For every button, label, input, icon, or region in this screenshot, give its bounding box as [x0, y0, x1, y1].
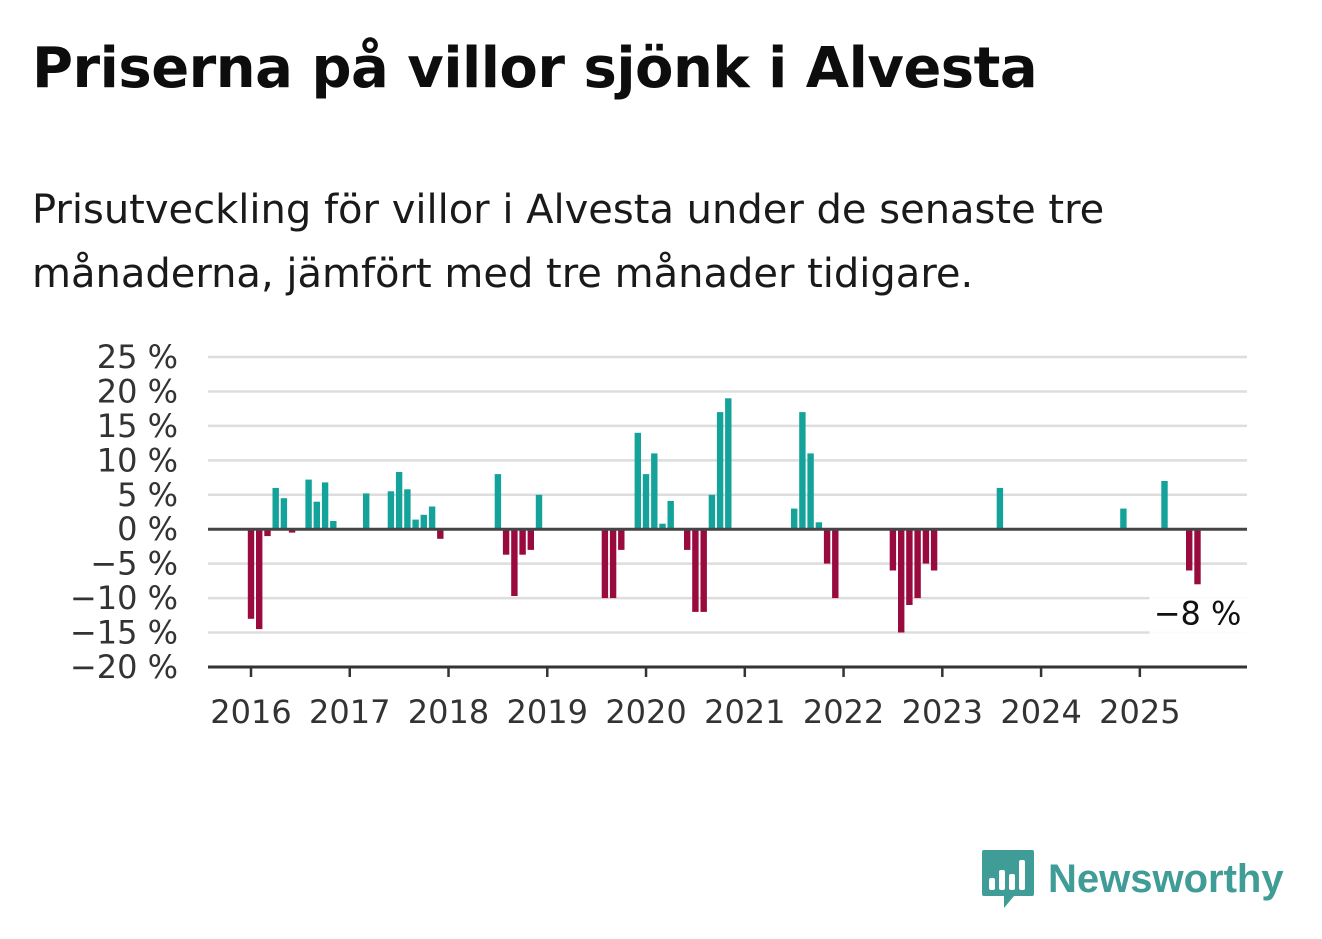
x-tick-label: 2018 — [408, 693, 489, 731]
bars — [247, 398, 1201, 633]
newsworthy-logo: Newsworthy — [980, 848, 1284, 910]
bar-chart: 25 %20 %15 %10 %5 %0 %−5 %−10 %−15 %−20 … — [70, 338, 1248, 731]
y-tick-label: −10 % — [70, 579, 178, 617]
y-tick-label: 5 % — [117, 476, 178, 514]
bar — [898, 529, 905, 633]
bar — [256, 529, 263, 630]
bar — [609, 529, 617, 599]
x-tick-label: 2016 — [210, 693, 291, 731]
bar — [535, 494, 543, 530]
bar — [247, 529, 255, 619]
bar — [667, 501, 674, 530]
x-tick-label: 2017 — [309, 693, 390, 731]
bar — [313, 501, 320, 530]
y-tick-label: 20 % — [97, 372, 178, 410]
bar — [321, 482, 329, 530]
x-tick-label: 2022 — [803, 693, 884, 731]
x-tick-label: 2021 — [704, 693, 785, 731]
y-tick-label: 25 % — [97, 338, 178, 376]
bar — [815, 522, 823, 530]
bar — [1161, 481, 1168, 530]
last-value-annotation: −8 % — [1149, 592, 1248, 635]
bar — [412, 519, 419, 530]
bar — [725, 398, 732, 530]
bar — [330, 521, 337, 530]
last-value-label-background — [1149, 592, 1248, 635]
bar — [527, 529, 534, 550]
bar — [288, 529, 296, 533]
bar — [1186, 529, 1193, 571]
bar — [494, 474, 502, 530]
bar — [404, 489, 411, 530]
bar — [642, 474, 650, 530]
chart-title: Priserna på villor sjönk i Alvesta — [32, 36, 1038, 101]
bar — [280, 498, 288, 530]
bar — [832, 529, 839, 599]
bar — [807, 453, 814, 530]
bar — [519, 529, 526, 555]
bar — [1194, 529, 1201, 585]
bar — [272, 487, 279, 530]
y-tick-label: 10 % — [97, 441, 178, 479]
last-value-label: −8 % — [1154, 594, 1242, 632]
x-tick-label: 2024 — [1000, 693, 1081, 731]
bar — [914, 529, 921, 599]
bar — [823, 529, 831, 564]
bar — [305, 479, 312, 530]
bar — [930, 529, 938, 571]
y-tick-label: −5 % — [90, 545, 178, 583]
bar — [618, 529, 625, 550]
y-axis-labels: 25 %20 %15 %10 %5 %0 %−5 %−10 %−15 %−20 … — [70, 338, 178, 686]
bar — [700, 529, 707, 612]
bar — [889, 529, 897, 571]
bar — [387, 491, 395, 530]
bar — [1120, 508, 1127, 530]
bar — [692, 529, 699, 612]
bar — [651, 453, 658, 530]
x-tick-label: 2019 — [507, 693, 588, 731]
bar — [428, 506, 436, 530]
brand-name: Newsworthy — [1048, 856, 1284, 901]
x-tick-label: 2023 — [902, 693, 983, 731]
bar — [708, 494, 716, 530]
y-tick-label: −20 % — [70, 648, 178, 686]
y-tick-label: 0 % — [117, 510, 178, 548]
bar — [716, 412, 724, 530]
newsworthy-logo-icon — [982, 850, 1034, 908]
bar — [922, 529, 930, 564]
x-tick-label: 2020 — [605, 693, 686, 731]
x-axis-labels: 2016 2017 2018 2019 2020 2021 2022 2023 2024 2025 — [210, 667, 1181, 731]
bar — [264, 529, 271, 537]
chart-subtitle: Prisutveckling för villor i Alvesta unde… — [32, 187, 1105, 297]
y-tick-label: −15 % — [70, 614, 178, 652]
bar — [502, 529, 510, 555]
bar — [799, 412, 806, 530]
x-tick-label: 2025 — [1099, 693, 1180, 731]
bar — [437, 529, 444, 539]
bar — [684, 529, 691, 550]
bar — [906, 529, 913, 605]
bar — [996, 487, 1004, 530]
bar — [601, 529, 609, 599]
bar — [363, 493, 370, 530]
bar — [395, 472, 403, 530]
bar — [634, 432, 641, 530]
bar — [511, 529, 518, 596]
bar — [659, 523, 666, 530]
bar — [791, 508, 798, 530]
bar — [420, 514, 427, 530]
y-tick-label: 15 % — [97, 407, 178, 445]
